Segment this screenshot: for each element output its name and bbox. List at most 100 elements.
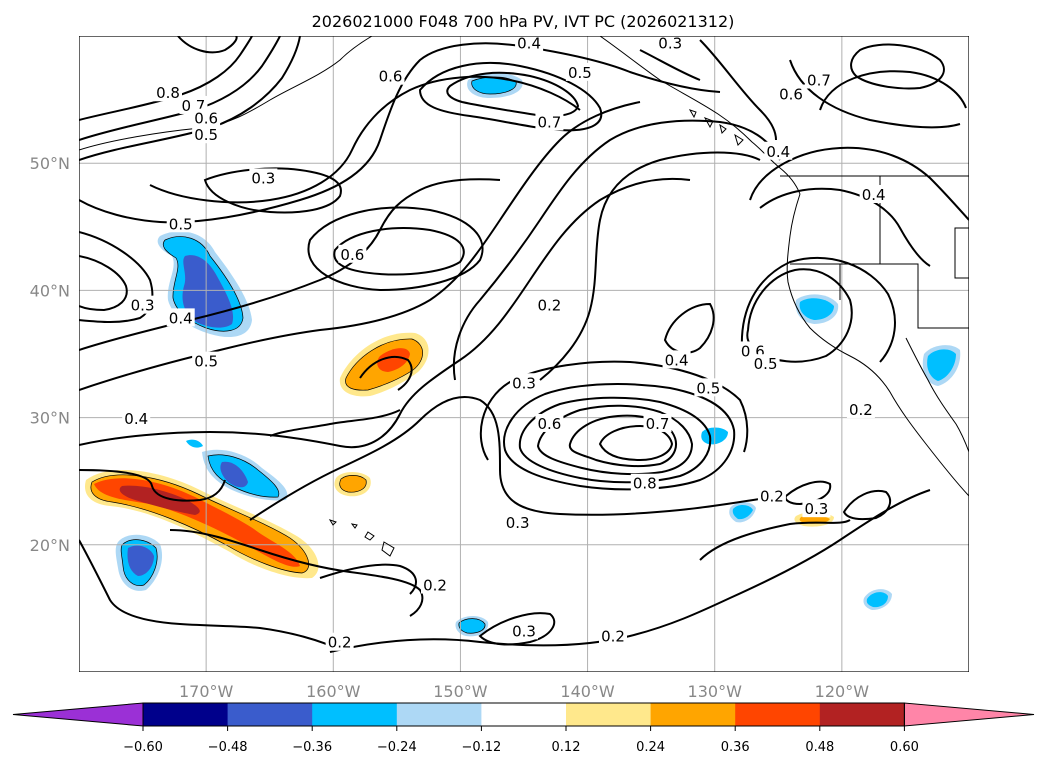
- contour-label-bg-34: [510, 621, 538, 640]
- contour-label-25: 0.7: [646, 415, 670, 433]
- lat-label-1: 40°N: [30, 281, 70, 300]
- contour-label-bg-22: [662, 350, 691, 369]
- contour-label-bg-24: [510, 373, 538, 392]
- colorbar-bin-4: [481, 703, 567, 726]
- colorbar-bin-2: [312, 703, 398, 726]
- contour-label-18: 0.4: [169, 309, 193, 327]
- longitude-labels: 170°W 160°W 150°W 140°W 130°W 120°W: [179, 682, 869, 701]
- colorbar-bin-3: [396, 703, 482, 726]
- contour-label-14: 0.5: [169, 215, 193, 233]
- contour-label-3: 0.5: [194, 126, 218, 144]
- contour-label-bg-0: [154, 83, 182, 102]
- contour-label-30: 0.2: [760, 487, 784, 505]
- contour-label-bg-2: [192, 108, 221, 127]
- contour-label-36: 0.2: [328, 634, 352, 652]
- contour-label-bg-36: [325, 632, 354, 651]
- colorbar-label-6: 0.24: [636, 740, 665, 755]
- contour-label-27: 0.8: [633, 475, 657, 493]
- contour-label-33: 0.2: [423, 577, 447, 595]
- lon-label-2: 150°W: [433, 682, 488, 701]
- colorbar-label-2: −0.36: [292, 740, 332, 755]
- latitude-labels: 50°N 40°N 30°N 20°N: [30, 154, 70, 555]
- contour-label-bg-15: [338, 244, 367, 263]
- contour-label-bg-31: [802, 499, 831, 518]
- lat-label-2: 30°N: [30, 409, 70, 428]
- colorbar-label-9: 0.60: [890, 740, 919, 755]
- contour-label-15: 0.6: [340, 246, 364, 264]
- contour-label-6: 0.3: [658, 35, 682, 53]
- colorbar-bin-7: [735, 703, 821, 726]
- contour-label-13: 0.3: [251, 169, 275, 187]
- contour-label-bg-6: [656, 36, 685, 52]
- colorbar-label-1: −0.48: [208, 740, 248, 755]
- colorbar: −0.60 −0.48 −0.36 −0.24 −0.12 0.12 0.24 0.36 0.4…: [12, 702, 1035, 755]
- contour-label-bg-27: [630, 473, 659, 492]
- contour-label-10: 0.7: [807, 72, 831, 90]
- contour-label-bg-11: [764, 141, 793, 160]
- contour-label-bg-7: [565, 62, 594, 81]
- colorbar-bin-8: [819, 703, 905, 726]
- contour-label-4: 0.6: [379, 68, 403, 86]
- contour-label-21: 0.5: [754, 355, 778, 373]
- contour-label-bg-18: [166, 308, 195, 327]
- contour-label-8: 0.7: [537, 113, 561, 131]
- map-panel: 0.80.70.60.50.60.4 0.30.50.70.60.70.40.40…: [79, 35, 969, 672]
- contour-label-bg-14: [166, 214, 195, 233]
- contour-label-bg-26: [535, 413, 564, 432]
- contour-label-bg-4: [376, 66, 405, 85]
- contour-label-bg-19: [192, 351, 221, 370]
- contour-label-bg-21: [751, 354, 780, 373]
- colorbar-label-5: 0.12: [552, 740, 581, 755]
- lon-label-4: 130°W: [688, 682, 743, 701]
- contour-label-22: 0.4: [665, 351, 689, 369]
- contour-label-bg-16: [535, 295, 564, 314]
- figure-title: 2026021000 F048 700 hPa PV, IVT PC (2026…: [312, 12, 735, 31]
- contour-label-7: 0.5: [568, 64, 592, 82]
- contour-label-17: 0.3: [131, 297, 155, 315]
- contour-label-0: 0.8: [156, 84, 180, 102]
- lon-label-0: 170°W: [179, 682, 234, 701]
- contour-label-9: 0.6: [779, 86, 803, 104]
- contour-label-bg-28: [122, 408, 151, 427]
- lat-label-0: 50°N: [30, 154, 70, 173]
- contour-label-bg-13: [249, 168, 278, 187]
- contour-label-24: 0.3: [512, 374, 536, 392]
- colorbar-frame: [142, 702, 905, 727]
- contour-label-11: 0.4: [766, 143, 790, 161]
- colorbar-bin-0: [143, 703, 229, 726]
- contour-label-19: 0.5: [194, 353, 218, 371]
- contour-label-bg-35: [599, 626, 627, 645]
- contour-label-31: 0.3: [804, 500, 828, 518]
- contour-label-34: 0.3: [512, 622, 536, 640]
- colorbar-label-0: −0.60: [123, 740, 163, 755]
- colorbar-over-arrow: [903, 702, 1035, 727]
- contour-label-bg-12: [859, 185, 888, 203]
- lat-label-3: 20°N: [30, 536, 70, 555]
- colorbar-label-8: 0.48: [805, 740, 834, 755]
- colorbar-bin-6: [650, 703, 736, 726]
- contour-label-26: 0.6: [537, 415, 561, 433]
- lon-label-5: 120°W: [815, 682, 870, 701]
- contour-label-bg-5: [515, 36, 544, 52]
- contour-label-29: 0.3: [506, 514, 530, 532]
- contour-label-bg-25: [643, 413, 672, 432]
- contour-label-bg-32: [846, 399, 875, 418]
- contour-label-35: 0.2: [601, 627, 625, 645]
- contour-label-12: 0.4: [862, 186, 886, 204]
- contour-labels: 0.80.70.60.50.60.4 0.30.50.70.60.70.40.40…: [122, 35, 888, 652]
- contour-label-bg-3: [192, 125, 221, 144]
- lon-label-1: 160°W: [306, 682, 361, 701]
- contour-label-bg-30: [757, 486, 786, 505]
- contour-label-2: 0.6: [194, 110, 218, 128]
- contour-label-bg-17: [128, 295, 157, 314]
- contour-label-bg-8: [535, 112, 564, 131]
- lon-label-3: 140°W: [560, 682, 615, 701]
- colorbar-label-4: −0.12: [461, 740, 501, 755]
- contour-label-28: 0.4: [124, 410, 148, 428]
- contour-label-16: 0.2: [537, 297, 561, 315]
- colorbar-under-arrow: [12, 702, 144, 727]
- colorbar-bin-5: [566, 703, 652, 726]
- contour-lines: [79, 36, 969, 653]
- contour-label-bg-23: [694, 378, 723, 397]
